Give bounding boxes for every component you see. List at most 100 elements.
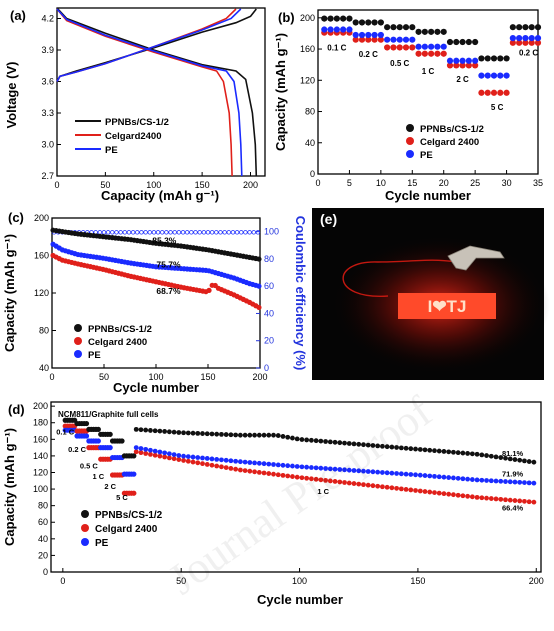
ce-point-c — [189, 230, 194, 235]
data-point-b — [465, 38, 472, 46]
y-axis-label-d: Capacity (mAh g⁻¹) — [2, 428, 17, 546]
data-point-d — [394, 445, 400, 450]
y-tick-label-c: 80 — [39, 326, 49, 336]
data-point-d — [148, 447, 153, 453]
ce-point-c — [97, 230, 103, 235]
y-tick-label-c: 160 — [34, 251, 49, 261]
data-point-d — [384, 470, 390, 476]
data-point-d — [512, 457, 518, 462]
ce-point-c — [222, 230, 227, 235]
data-point-d — [351, 441, 357, 447]
data-point-d — [242, 459, 248, 465]
legend-marker-c — [74, 337, 82, 345]
data-point-b — [497, 89, 504, 96]
data-point-d — [171, 452, 177, 457]
data-point-d — [313, 438, 319, 444]
data-point-b — [377, 36, 384, 43]
data-point-d — [488, 453, 494, 459]
ce-point-c — [176, 230, 182, 235]
ce-point-c — [247, 230, 252, 235]
data-point-b — [478, 55, 485, 62]
rate-label-b: 1 C — [422, 67, 435, 76]
data-point-d — [356, 441, 362, 447]
data-point-d — [143, 427, 149, 433]
discharge-curve-a — [56, 8, 233, 177]
data-point-d — [266, 461, 272, 467]
legend-marker-c — [74, 350, 82, 358]
data-point-b — [459, 62, 466, 69]
data-point-b — [340, 26, 347, 33]
data-point-b — [497, 55, 504, 62]
ce-point-c — [105, 230, 111, 235]
x-tick-label-b: 20 — [439, 178, 449, 188]
data-point-d — [337, 440, 343, 446]
legend-label-b: Celgard 2400 — [420, 137, 479, 148]
data-point-b — [472, 62, 479, 69]
data-point-b — [528, 35, 535, 42]
data-point-d — [133, 449, 139, 455]
data-point-d — [446, 475, 452, 480]
x-tick-label-d: 50 — [176, 576, 186, 586]
data-point-b — [371, 19, 378, 26]
y-tick-label-c: 40 — [39, 363, 49, 373]
y2-tick-label-c: 20 — [264, 336, 274, 346]
data-point-b — [352, 19, 359, 26]
inset-title-d: NCM811/Graphite full cells — [58, 410, 159, 419]
data-point-d — [323, 477, 328, 483]
y-tick-label-a: 3.9 — [41, 45, 54, 55]
data-point-d — [176, 430, 182, 435]
data-point-b — [453, 62, 460, 69]
y-tick-label-c: 120 — [34, 288, 49, 298]
data-point-d — [290, 474, 295, 479]
x-tick-label-c: 200 — [252, 372, 267, 382]
ce-point-c — [230, 230, 236, 235]
legend-marker-b — [406, 150, 414, 158]
data-point-d — [209, 456, 215, 462]
data-point-d — [417, 472, 423, 478]
data-point-d — [204, 462, 210, 467]
data-point-d — [171, 456, 177, 462]
rate-label-b: 0.1 C — [327, 44, 346, 53]
data-point-b — [478, 89, 485, 96]
data-point-d — [465, 451, 471, 456]
ce-point-c — [151, 230, 157, 235]
data-point-b — [465, 57, 472, 64]
data-point-b — [428, 43, 435, 50]
data-point-d — [446, 491, 452, 497]
wire — [342, 259, 457, 297]
data-point-d — [479, 477, 485, 483]
data-point-d — [181, 458, 186, 463]
data-point-b — [484, 89, 491, 96]
data-point-b — [484, 72, 491, 79]
legend-marker-b — [406, 137, 414, 145]
y-tick-label-b: 0 — [310, 169, 315, 179]
data-point-b — [516, 35, 523, 42]
data-point-d — [308, 465, 314, 470]
data-point-b — [346, 15, 353, 22]
data-point-d — [417, 488, 423, 494]
ce-point-c — [168, 230, 173, 235]
data-point-d — [531, 499, 537, 505]
data-point-b — [346, 26, 353, 33]
rate-point-d — [131, 471, 137, 477]
data-point-b — [321, 26, 328, 33]
data-point-b — [402, 44, 410, 51]
data-point-d — [408, 446, 414, 452]
x-tick-label-a: 100 — [146, 180, 161, 190]
data-point-b — [396, 24, 403, 31]
data-point-d — [526, 499, 532, 505]
rate-point-d — [131, 490, 137, 496]
y-tick-label-d: 100 — [33, 484, 48, 494]
data-point-d — [313, 465, 319, 471]
data-point-c — [256, 256, 262, 262]
data-point-d — [237, 432, 243, 438]
data-point-d — [517, 498, 523, 504]
clip-icon — [447, 245, 505, 271]
data-point-d — [356, 481, 362, 487]
data-point-b — [415, 28, 422, 35]
y2-tick-label-c: 80 — [264, 254, 274, 264]
data-point-d — [512, 498, 518, 503]
y-tick-label-a: 3.3 — [41, 108, 54, 118]
data-point-d — [498, 478, 504, 484]
data-point-d — [152, 428, 158, 434]
